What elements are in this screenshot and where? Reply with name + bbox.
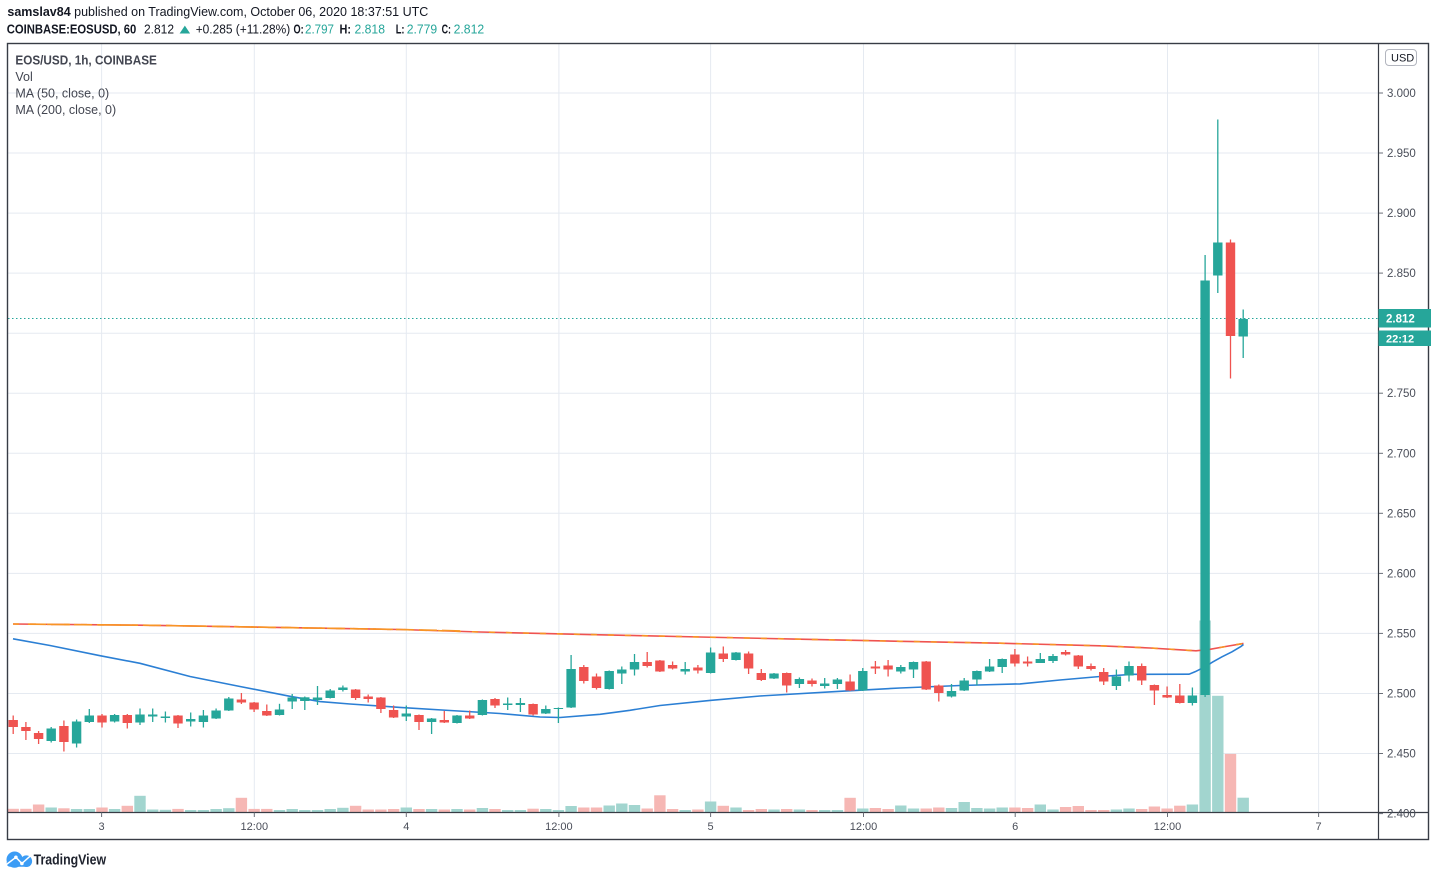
svg-text:EOS/USD, 1h, COINBASE: EOS/USD, 1h, COINBASE: [15, 53, 157, 68]
svg-text:3: 3: [99, 821, 105, 833]
svg-text:5: 5: [708, 821, 714, 833]
svg-text:L:: L:: [396, 22, 405, 37]
svg-text:2.900: 2.900: [1387, 208, 1416, 220]
svg-text:2.797: 2.797: [305, 22, 334, 37]
svg-text:TradingView: TradingView: [34, 853, 107, 869]
svg-text:4: 4: [403, 821, 409, 833]
svg-text:2.550: 2.550: [1387, 628, 1416, 640]
svg-text:Vol: Vol: [15, 70, 32, 84]
svg-text:7: 7: [1316, 821, 1322, 833]
svg-text:12:00: 12:00: [850, 821, 878, 833]
svg-text:2.500: 2.500: [1387, 689, 1416, 701]
svg-text:2.400: 2.400: [1387, 809, 1416, 821]
svg-text:2.812: 2.812: [454, 22, 485, 37]
svg-text:USD: USD: [1391, 53, 1414, 65]
svg-text:2.450: 2.450: [1387, 749, 1416, 761]
svg-text:2.850: 2.850: [1387, 268, 1416, 280]
svg-text:2.700: 2.700: [1387, 448, 1416, 460]
svg-text:2.600: 2.600: [1387, 568, 1416, 580]
svg-text:12:00: 12:00: [545, 821, 573, 833]
svg-text:2.650: 2.650: [1387, 508, 1416, 520]
svg-text:12:00: 12:00: [1154, 821, 1182, 833]
svg-text:C:: C:: [442, 22, 451, 37]
svg-text:2.812: 2.812: [144, 22, 174, 37]
svg-text:+0.285 (+11.28%): +0.285 (+11.28%): [196, 22, 291, 37]
svg-text:MA (200, close, 0): MA (200, close, 0): [15, 103, 116, 117]
svg-text:H:: H:: [340, 22, 352, 37]
svg-text:2.779: 2.779: [407, 22, 438, 37]
svg-text:12:00: 12:00: [241, 821, 269, 833]
svg-text:2.750: 2.750: [1387, 388, 1416, 400]
svg-text:2.818: 2.818: [355, 22, 386, 37]
svg-text:MA (50, close, 0): MA (50, close, 0): [15, 86, 109, 100]
svg-text:3.000: 3.000: [1387, 88, 1416, 100]
svg-text:2.812: 2.812: [1386, 314, 1415, 326]
svg-text:O:: O:: [294, 22, 304, 37]
svg-text:22:12: 22:12: [1386, 334, 1414, 346]
svg-text:samslav84 published on Trading: samslav84 published on TradingView.com, …: [7, 5, 428, 19]
svg-text:COINBASE:EOSUSD, 60: COINBASE:EOSUSD, 60: [7, 22, 137, 37]
svg-text:2.950: 2.950: [1387, 148, 1416, 160]
svg-text:6: 6: [1012, 821, 1018, 833]
